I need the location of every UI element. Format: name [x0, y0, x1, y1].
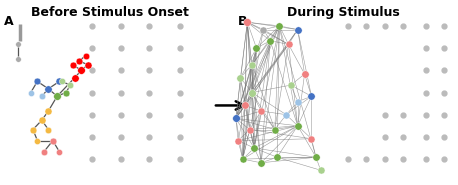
Text: Before Stimulus Onset: Before Stimulus Onset	[31, 6, 189, 18]
Point	[239, 158, 246, 161]
Point	[14, 43, 21, 46]
Text: A: A	[5, 15, 14, 28]
Point	[285, 43, 292, 46]
Point	[246, 128, 253, 131]
Point	[38, 95, 45, 98]
Point	[58, 80, 65, 83]
Point	[45, 110, 52, 112]
Point	[56, 80, 63, 83]
Point	[232, 117, 240, 120]
Point	[283, 113, 290, 116]
Point	[257, 110, 265, 112]
Point	[54, 95, 61, 98]
Point	[34, 139, 41, 142]
Point	[14, 58, 21, 61]
Point	[273, 156, 281, 159]
Point	[267, 39, 274, 42]
Point	[69, 63, 76, 66]
Point	[82, 54, 89, 57]
Point	[56, 150, 63, 153]
Point	[234, 139, 242, 142]
Point	[248, 91, 256, 94]
Point	[317, 169, 324, 172]
Point	[271, 128, 278, 131]
Point	[71, 76, 78, 79]
Text: During Stimulus: During Stimulus	[287, 6, 400, 18]
Point	[27, 91, 34, 94]
Point	[308, 137, 315, 140]
Point	[49, 139, 56, 142]
Point	[308, 95, 315, 98]
Point	[38, 119, 45, 122]
Point	[312, 156, 320, 159]
Point	[45, 128, 52, 131]
Point	[260, 28, 267, 31]
Point	[67, 84, 74, 87]
Point	[294, 124, 301, 127]
Point	[276, 24, 283, 27]
Point	[45, 87, 52, 90]
Point	[29, 128, 37, 131]
Text: B: B	[238, 15, 248, 28]
Point	[253, 47, 260, 50]
Point	[241, 104, 249, 107]
Point	[40, 150, 48, 153]
Point	[78, 69, 85, 72]
Point	[248, 63, 256, 66]
Point	[34, 80, 41, 83]
Point	[251, 147, 258, 149]
Point	[62, 91, 70, 94]
Point	[294, 28, 301, 31]
Point	[294, 100, 301, 103]
Point	[237, 76, 244, 79]
Point	[76, 60, 83, 63]
Point	[84, 63, 92, 66]
Point	[244, 21, 251, 24]
Point	[257, 161, 265, 164]
Point	[287, 84, 294, 87]
Point	[301, 73, 308, 75]
